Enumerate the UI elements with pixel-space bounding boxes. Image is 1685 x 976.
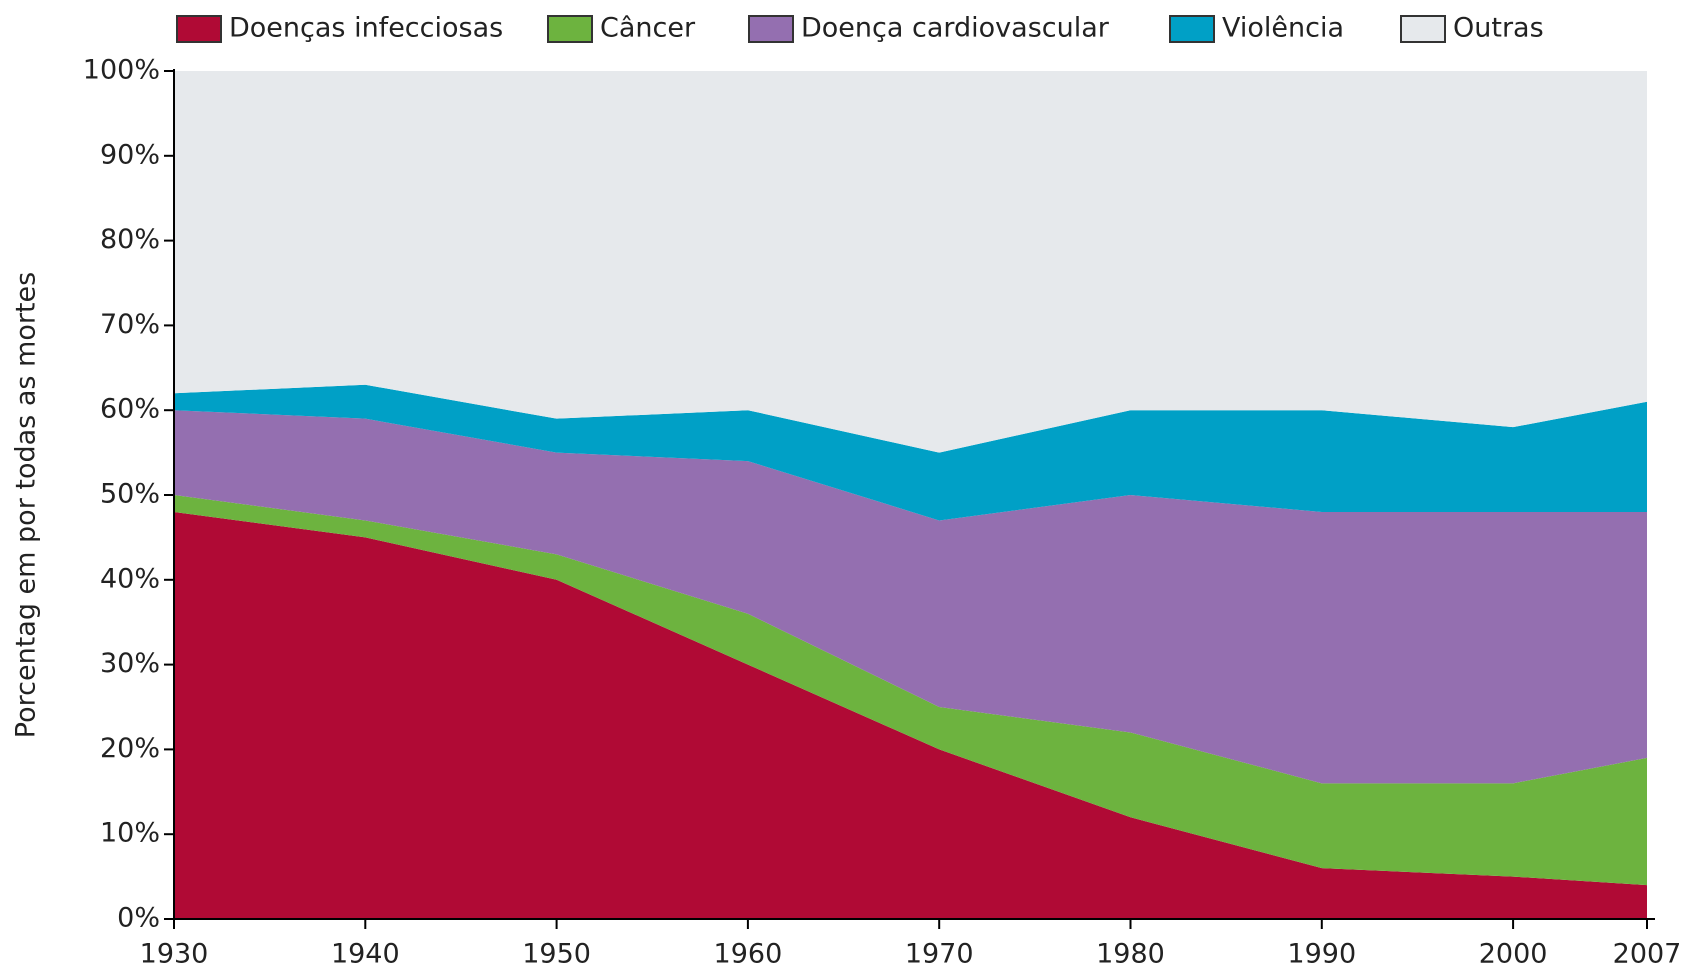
area: [174, 71, 1647, 453]
y-tick-label: 40%: [100, 563, 160, 594]
y-tick-label: 30%: [100, 648, 160, 679]
area: [174, 495, 1647, 886]
legend-label: Violência: [1222, 13, 1344, 44]
y-tick-label: 90%: [100, 139, 160, 170]
legend-swatch: [1169, 15, 1215, 43]
x-tick-label: 1970: [905, 939, 974, 970]
x-tick-label: 1950: [522, 939, 591, 970]
x-tick-label: 2007: [1613, 939, 1682, 970]
legend-label: Câncer: [600, 13, 696, 44]
y-tick-label: 70%: [100, 309, 160, 340]
y-tick-label: 0%: [117, 903, 160, 934]
legend-swatch: [176, 15, 222, 43]
y-tick-label: 50%: [100, 479, 160, 510]
area: [174, 410, 1647, 784]
area: [174, 384, 1647, 521]
y-tick-label: 80%: [100, 224, 160, 255]
legend-label: Doenças infecciosas: [229, 13, 503, 44]
legend-label: Doença cardiovascular: [801, 13, 1110, 44]
legend-swatch: [1400, 15, 1446, 43]
y-tick-label: 100%: [83, 55, 160, 86]
x-tick-label: 1930: [140, 939, 209, 970]
y-axis-label: Porcentag em por todas as mortes: [11, 272, 42, 738]
y-tick-label: 20%: [100, 733, 160, 764]
legend-swatch: [547, 15, 593, 43]
x-tick-label: 1940: [331, 939, 400, 970]
legend-swatch: [748, 15, 794, 43]
y-tick-label: 60%: [100, 394, 160, 425]
area: [174, 511, 1647, 919]
x-tick-label: 1960: [714, 939, 783, 970]
x-tick-label: 2000: [1479, 939, 1548, 970]
x-tick-label: 1980: [1096, 939, 1165, 970]
x-tick-label: 1990: [1287, 939, 1356, 970]
legend-label: Outras: [1453, 13, 1544, 44]
y-tick-label: 10%: [100, 818, 160, 849]
